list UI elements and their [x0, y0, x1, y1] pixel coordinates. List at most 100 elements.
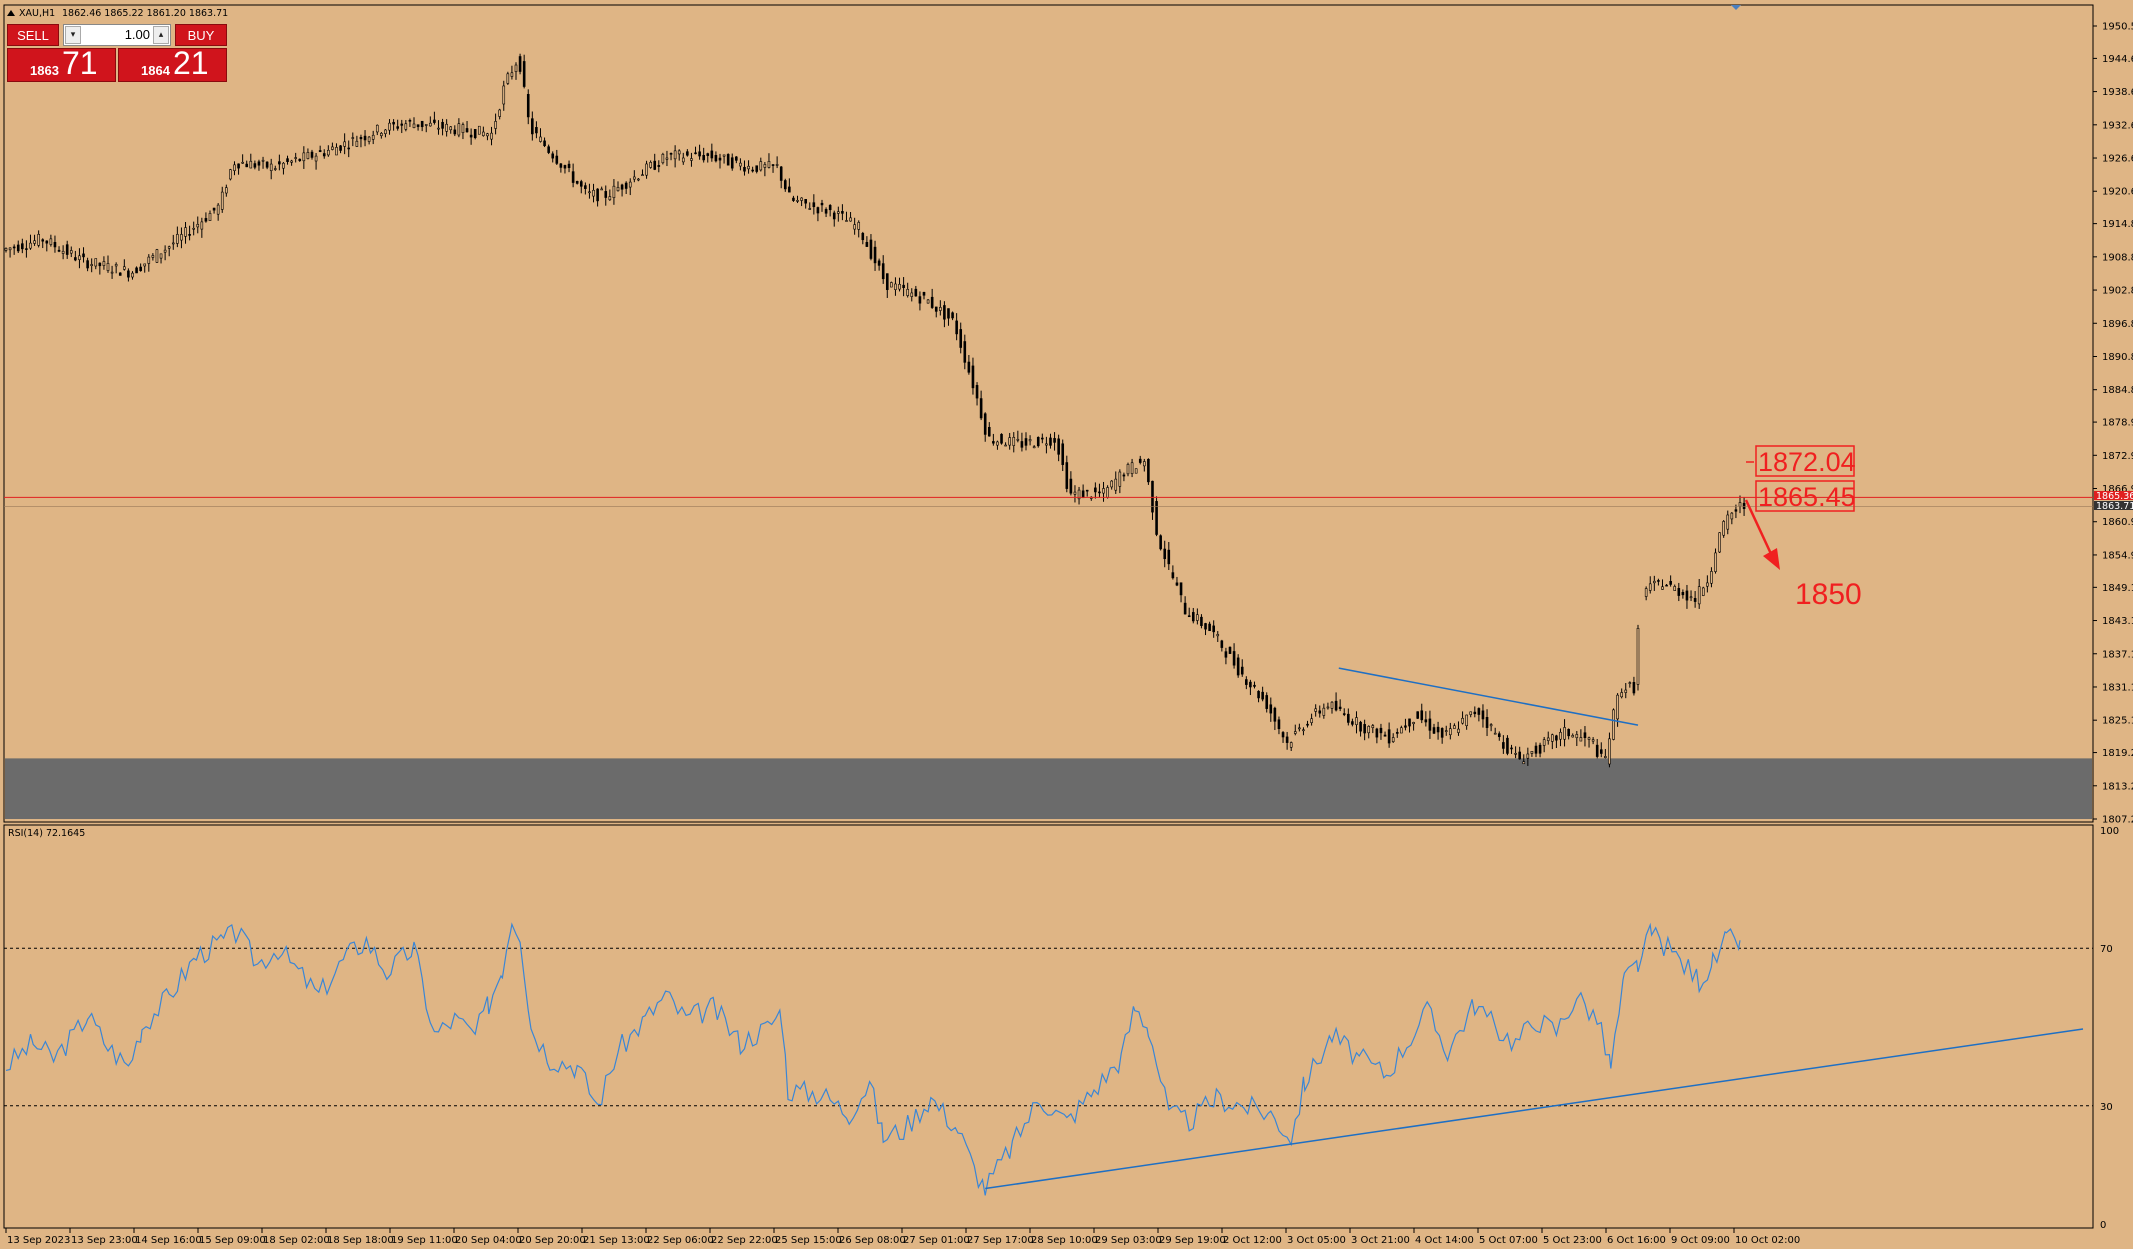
candle-body	[1265, 695, 1269, 709]
candle-body	[1473, 711, 1477, 715]
candle-body	[1134, 468, 1138, 474]
candle-body	[392, 121, 395, 125]
candle-body	[416, 124, 420, 127]
candle-body	[265, 161, 269, 168]
candle-body	[792, 197, 795, 201]
volume-input[interactable]: 1.00	[124, 27, 150, 42]
candle-body	[547, 146, 550, 153]
candle-body	[865, 242, 869, 247]
candle-body	[1661, 586, 1664, 590]
candle-body	[1416, 711, 1419, 719]
candle-body	[1049, 437, 1052, 446]
candle-body	[1546, 737, 1550, 741]
candle-body	[1359, 721, 1362, 732]
candle-body	[1281, 732, 1285, 738]
candle-body	[294, 157, 297, 159]
candle-body	[1693, 598, 1697, 602]
candle-body	[1591, 739, 1595, 742]
candle-body	[894, 283, 897, 290]
candle-body	[53, 242, 57, 248]
candle-body	[1216, 634, 1220, 637]
candle-body	[902, 284, 905, 288]
candle-body	[257, 161, 261, 166]
bid-price-tag-bg	[2094, 501, 2133, 510]
candle-body	[1387, 729, 1391, 744]
level-mid-box[interactable]	[1755, 480, 1855, 512]
candle-body	[677, 150, 681, 155]
candle-body	[759, 161, 763, 171]
candle-body	[1269, 704, 1273, 714]
candle-body	[29, 242, 32, 249]
candle-body	[282, 162, 285, 169]
candle-body	[665, 157, 669, 160]
candle-body	[1673, 586, 1677, 591]
sell-price-box[interactable]: 1863 71	[7, 45, 116, 82]
scroll-marker-icon[interactable]	[1731, 5, 1741, 10]
candle-body	[1151, 480, 1154, 513]
volume-down-icon[interactable]: ▾	[65, 26, 81, 44]
buy-button[interactable]: BUY	[175, 24, 227, 46]
candle-body	[314, 155, 318, 162]
candle-body	[241, 161, 244, 164]
candle-body	[947, 308, 950, 319]
candle-body	[812, 202, 816, 208]
candle-body	[412, 123, 416, 129]
sell-button[interactable]: SELL	[7, 24, 59, 46]
candle-body	[486, 133, 489, 137]
candle-body	[869, 239, 873, 259]
candle-body	[1571, 735, 1575, 738]
candle-body	[25, 248, 28, 250]
candle-body	[404, 123, 408, 130]
candle-body	[706, 153, 710, 156]
candle-body	[1510, 747, 1513, 750]
level-high-box[interactable]	[1755, 445, 1855, 477]
candle-body	[49, 238, 53, 245]
candle-body	[975, 385, 979, 399]
current-price-tag-bg	[2094, 491, 2133, 500]
candle-body	[1412, 722, 1415, 725]
candle-body	[584, 185, 587, 189]
resistance-trendline[interactable]	[1338, 667, 1639, 726]
volume-up-icon[interactable]: ▴	[153, 26, 169, 44]
candle-body	[1669, 580, 1672, 585]
candle-body	[645, 163, 648, 176]
candle-body	[12, 246, 16, 249]
candle-body	[1518, 751, 1521, 760]
time-tick-label: 18 Sep 18:00	[327, 1235, 394, 1246]
candle-body	[384, 129, 387, 134]
candle-body	[1314, 708, 1317, 712]
rsi-panel-frame	[3, 824, 2094, 1229]
symbol-collapse-icon[interactable]	[7, 10, 15, 16]
rsi-support-trendline[interactable]	[985, 1028, 2084, 1190]
candle-body	[371, 134, 375, 140]
candle-body	[359, 137, 363, 140]
candle-body	[877, 260, 881, 266]
candle-body	[1130, 462, 1134, 474]
candle-body	[1098, 491, 1101, 494]
candle-body	[192, 227, 195, 230]
candle-body	[930, 296, 934, 308]
candle-body	[1367, 726, 1371, 734]
candle-body	[1363, 724, 1366, 734]
volume-stepper[interactable]: ▾ 1.00 ▴	[63, 24, 171, 46]
candle-body	[686, 151, 689, 156]
buy-price-box[interactable]: 1864 21	[118, 45, 227, 82]
candle-body	[755, 165, 759, 172]
candle-body	[1147, 458, 1150, 483]
price-tick-label: 1825.10	[2102, 716, 2133, 727]
candle-body	[1334, 700, 1338, 711]
candle-body	[1681, 592, 1685, 596]
candle-body	[926, 299, 930, 304]
candle-body	[1257, 690, 1260, 699]
candle-body	[106, 263, 110, 271]
time-tick-label: 5 Oct 07:00	[1479, 1235, 1538, 1246]
candle-body	[147, 256, 151, 264]
candle-body	[1575, 734, 1579, 739]
candle-body	[331, 146, 334, 150]
time-tick-label: 13 Sep 2023	[7, 1235, 70, 1246]
candle-body	[1032, 446, 1036, 449]
candle-body	[1502, 742, 1505, 749]
time-tick-label: 2 Oct 12:00	[1223, 1235, 1282, 1246]
candle-body	[620, 184, 624, 190]
